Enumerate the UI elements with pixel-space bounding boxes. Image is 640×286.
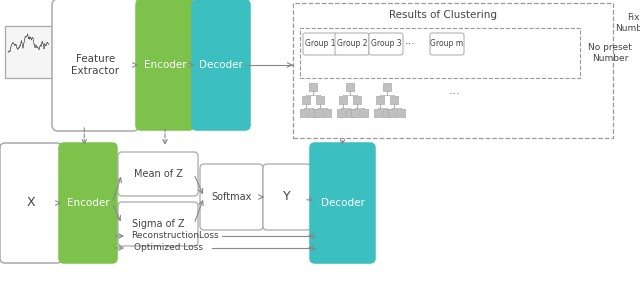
FancyBboxPatch shape	[369, 33, 403, 55]
Text: Sigma of Z: Sigma of Z	[132, 219, 184, 229]
Bar	[300, 109, 308, 117]
Text: Mean of Z: Mean of Z	[134, 169, 182, 179]
Bar	[346, 83, 354, 91]
Bar	[316, 96, 324, 104]
Text: No preset
Number: No preset Number	[588, 43, 632, 63]
FancyBboxPatch shape	[263, 164, 311, 230]
Text: ···: ···	[449, 88, 461, 102]
Bar	[302, 96, 310, 104]
Bar	[293, 3, 613, 138]
Text: ReconstructionLoss: ReconstructionLoss	[131, 231, 219, 241]
Text: Softmax: Softmax	[211, 192, 252, 202]
Bar	[360, 109, 368, 117]
Bar	[374, 109, 382, 117]
Text: Group 1: Group 1	[305, 39, 335, 49]
Text: Results of Clustering: Results of Clustering	[389, 10, 497, 20]
Bar	[309, 83, 317, 91]
Text: Encoder: Encoder	[67, 198, 109, 208]
Bar	[388, 109, 396, 117]
Bar	[351, 109, 359, 117]
Bar	[346, 109, 354, 117]
FancyBboxPatch shape	[136, 0, 194, 130]
FancyBboxPatch shape	[430, 33, 464, 55]
Text: Optimized Loss: Optimized Loss	[134, 243, 204, 253]
Text: Fix
Number: Fix Number	[615, 13, 640, 33]
FancyBboxPatch shape	[118, 152, 198, 196]
FancyBboxPatch shape	[310, 143, 375, 263]
FancyBboxPatch shape	[0, 143, 62, 263]
FancyBboxPatch shape	[52, 0, 139, 131]
Bar	[390, 96, 398, 104]
Text: X: X	[27, 196, 35, 210]
FancyBboxPatch shape	[59, 143, 117, 263]
FancyBboxPatch shape	[335, 33, 369, 55]
Text: Group 3: Group 3	[371, 39, 401, 49]
Bar	[353, 96, 361, 104]
Text: Feature
Extractor: Feature Extractor	[72, 54, 120, 76]
Bar	[383, 109, 391, 117]
FancyBboxPatch shape	[303, 33, 337, 55]
Bar	[339, 96, 347, 104]
Text: Encoder: Encoder	[144, 60, 186, 70]
Bar	[337, 109, 345, 117]
Text: Decoder: Decoder	[199, 60, 243, 70]
FancyBboxPatch shape	[118, 202, 198, 246]
Bar	[5, 26, 52, 78]
Bar	[383, 83, 391, 91]
Text: Group m: Group m	[431, 39, 463, 49]
Text: Decoder: Decoder	[321, 198, 364, 208]
Text: Group 2: Group 2	[337, 39, 367, 49]
Text: Y: Y	[283, 190, 291, 204]
Bar	[309, 109, 317, 117]
FancyBboxPatch shape	[192, 0, 250, 130]
Bar	[300, 28, 580, 78]
Text: ···: ···	[404, 39, 415, 49]
Bar	[323, 109, 331, 117]
FancyBboxPatch shape	[200, 164, 263, 230]
Bar	[376, 96, 384, 104]
Bar	[397, 109, 405, 117]
Bar	[314, 109, 322, 117]
